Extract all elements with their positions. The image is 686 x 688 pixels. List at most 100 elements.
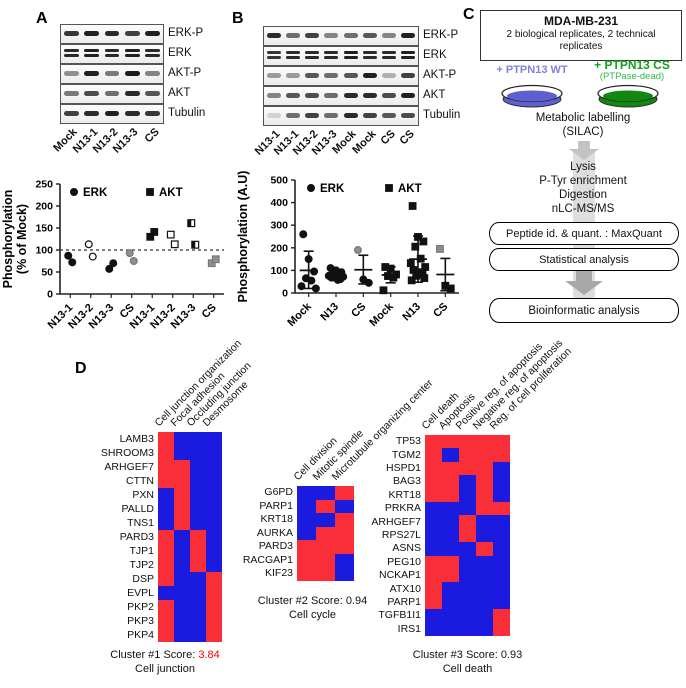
bioinformatic-analysis-label: Bioinformatic analysis <box>528 304 640 317</box>
gene-label: CTTN <box>126 474 154 487</box>
data-point <box>129 256 138 265</box>
lane-label: CS <box>397 128 417 148</box>
blot-band <box>305 33 320 38</box>
heatmap-cell <box>493 515 510 529</box>
gene-label: ARHGEF7 <box>104 460 154 473</box>
silac-text: (SILAC) <box>562 126 604 138</box>
ptpase-dead-label: (PTPase-dead) <box>599 71 665 82</box>
heatmap-cell <box>493 528 510 543</box>
heatmap-cell <box>297 567 316 581</box>
blot-band <box>305 73 320 78</box>
gene-label: G6PD <box>264 486 293 499</box>
gene-label: EVPL <box>127 586 154 599</box>
ptpn13-cs-label: + PTPN13 CS <box>594 58 670 72</box>
svg-text:300: 300 <box>270 220 288 232</box>
step-ptyr: P-Tyr enrichment <box>539 175 627 187</box>
cluster-1-caption: Cluster #1 Score: 3.84 Cell junction <box>85 648 245 676</box>
cluster-1-score-line: Cluster #1 Score: 3.84 <box>110 649 220 661</box>
blot-band <box>285 33 300 38</box>
heatmap-cell <box>425 502 442 516</box>
heatmap-cell <box>316 567 335 581</box>
blot-band <box>305 113 320 118</box>
gene-label: ASNS <box>392 542 421 555</box>
heatmap-cell <box>206 544 222 558</box>
cluster-2-score-line: Cluster #2 Score: 0.94 <box>257 595 368 607</box>
heatmap-cell <box>459 502 476 516</box>
svg-text:50: 50 <box>41 267 53 279</box>
blot-band <box>382 93 397 98</box>
gene-label: PARD3 <box>119 530 154 543</box>
blot-band <box>266 73 281 78</box>
heatmap-cell <box>190 460 206 474</box>
heatmap-cell <box>158 586 174 600</box>
blot-band <box>266 51 281 54</box>
heatmap-cell <box>425 595 442 610</box>
gene-label: PEG10 <box>387 555 421 568</box>
lane-label: CS <box>378 128 398 148</box>
blot-band <box>382 113 397 118</box>
data-point <box>306 184 315 193</box>
heatmap-cell <box>190 544 206 558</box>
heatmap-cell <box>206 586 222 600</box>
heatmap-cell <box>476 502 493 516</box>
blot-band <box>63 49 79 52</box>
data-point <box>436 245 444 253</box>
heatmap-cell <box>206 558 222 572</box>
data-point <box>207 259 216 268</box>
heatmap-cell <box>442 595 459 610</box>
heatmap-cell <box>476 555 493 569</box>
blot-band <box>84 91 99 96</box>
svg-text:0: 0 <box>47 289 53 301</box>
blot-row-akt <box>60 84 164 104</box>
blot-row-tubulin <box>263 106 419 126</box>
down-arrow-icon <box>569 141 599 160</box>
heatmap-cell <box>158 516 174 530</box>
heatmap-cell <box>476 448 493 462</box>
heatmap-cell <box>174 614 190 628</box>
gene-label: PARP1 <box>259 499 293 512</box>
blot-band <box>305 51 320 54</box>
blot-row-label: ERK <box>168 47 192 59</box>
heatmap-cell <box>442 569 459 583</box>
data-point <box>446 284 455 293</box>
blot-band <box>362 51 377 54</box>
heatmap-cell <box>174 432 190 446</box>
blot-band <box>401 56 416 59</box>
heatmap-cell <box>459 475 476 489</box>
heatmap-cell <box>158 460 174 474</box>
blot-row-label: Tubulin <box>168 107 206 119</box>
heatmap-cell <box>493 475 510 489</box>
heatmap-cell <box>459 622 476 636</box>
blot-band <box>125 111 140 116</box>
heatmap-cell <box>174 530 190 544</box>
blot-band <box>285 56 300 59</box>
heatmap-cell <box>297 499 316 513</box>
heatmap-cell <box>190 516 206 530</box>
heatmap-cell <box>493 595 510 610</box>
blot-band <box>63 91 79 96</box>
gene-label: RPS27L <box>381 529 421 541</box>
cell-line-title: MDA-MB-231 <box>543 14 618 28</box>
blot-row-erk-p <box>60 24 164 44</box>
heatmap-cell <box>476 461 493 476</box>
y-axis-label: (% of Mock) <box>15 204 29 274</box>
heatmap-cell <box>158 544 174 558</box>
heatmap-cell <box>158 502 174 516</box>
cluster-3-score: 0.93 <box>500 649 523 661</box>
gene-label: AURKA <box>256 526 293 539</box>
data-point <box>353 246 362 255</box>
x-tick-label: N13 <box>400 301 423 324</box>
blot-band <box>104 54 120 57</box>
heatmap-cell <box>442 502 459 516</box>
blot-band <box>324 33 339 38</box>
blot-band <box>401 93 416 98</box>
heatmap-cell <box>442 555 459 569</box>
heatmap-cell <box>459 435 476 449</box>
gene-label: PKP4 <box>127 628 154 641</box>
gene-label: RACGAP1 <box>242 553 293 566</box>
blot-band <box>145 71 161 76</box>
heatmap-cell <box>425 569 442 583</box>
blot-band <box>324 113 339 118</box>
